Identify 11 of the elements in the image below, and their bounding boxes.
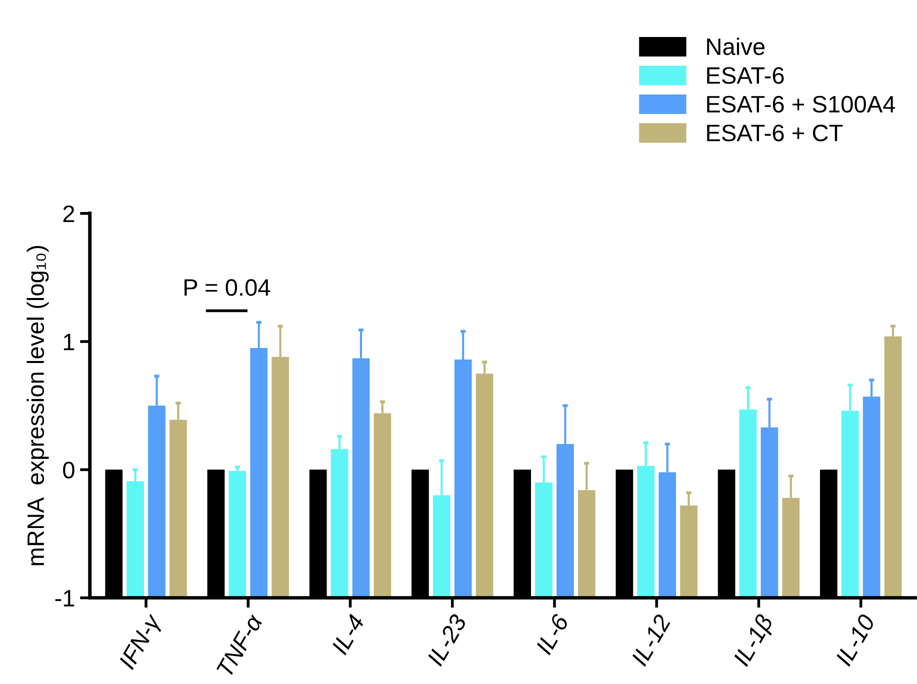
legend-label: ESAT-6 (707, 67, 784, 84)
y-tick-label: 1 (64, 334, 74, 350)
y-tick-label: 2 (63, 205, 74, 222)
legend-label: Naive (707, 38, 765, 56)
y-tick-label: -1 (55, 590, 74, 606)
y-axis-title: mRNA expression level (log₁₀) (26, 246, 49, 566)
legend-label: ESAT-6 + CT (707, 124, 843, 142)
bar (228, 470, 246, 598)
annotation: P = 0.04 (184, 279, 270, 296)
y-tick-label: 0 (63, 462, 74, 478)
legend-label: ESAT-6 + S100A4 (707, 96, 896, 113)
